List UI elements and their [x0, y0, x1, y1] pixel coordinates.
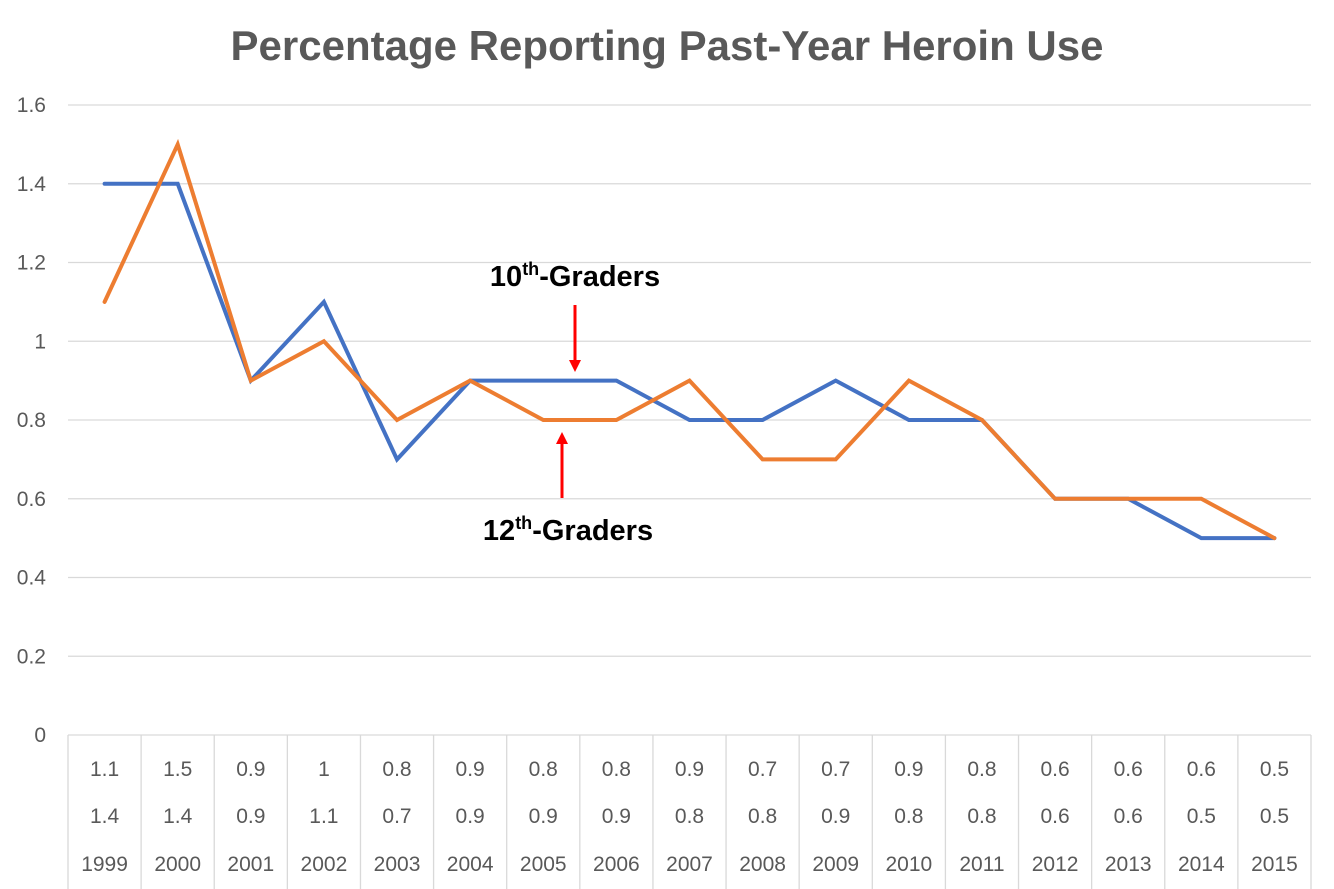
y-tick-label: 0.2: [17, 645, 46, 668]
annotations: 10th-Graders 12th-Graders: [483, 259, 660, 547]
table-cell-blue: 0.9: [456, 805, 485, 828]
x-category-label: 2001: [227, 853, 274, 876]
y-tick-label: 0.4: [17, 567, 47, 590]
table-cell-blue: 0.8: [967, 805, 996, 828]
series-line-orange: [102, 138, 1277, 541]
series-line-blue: [102, 181, 1277, 541]
table-cell-orange: 0.9: [236, 758, 265, 781]
x-category-label: 2006: [593, 853, 640, 876]
annotation-arrowhead-tenth: [569, 360, 581, 372]
y-tick-label: 0: [34, 724, 46, 747]
x-category-label: 2010: [885, 853, 932, 876]
table-cell-orange: 1.1: [90, 758, 119, 781]
x-category-label: 1999: [81, 853, 128, 876]
table-cell-orange: 0.5: [1260, 758, 1289, 781]
table-cell-blue: 1.1: [309, 805, 338, 828]
x-category-label: 2000: [154, 853, 201, 876]
table-cell-blue: 0.8: [748, 805, 777, 828]
table-cell-orange: 0.7: [821, 758, 850, 781]
table-cell-orange: 0.6: [1187, 758, 1216, 781]
data-table: 1.1 1.5 0.9 1 0.8 0.9 0.8 0.8 0.9 0.7 0.7 0.9 0.8 0.6…: [67, 734, 1312, 889]
y-axis-ticks: 0 0.2 0.4 0.6 0.8 1 1.2 1.4 1.6: [17, 94, 47, 747]
table-cell-orange: 1.5: [163, 758, 192, 781]
table-cell-orange: 0.9: [675, 758, 704, 781]
table-cell-orange: 0.8: [602, 758, 631, 781]
annotation-arrowhead-twelfth: [556, 432, 568, 444]
table-cell-orange: 0.9: [894, 758, 923, 781]
table-cell-blue: 1.4: [163, 805, 193, 828]
x-category-label: 2002: [301, 853, 348, 876]
x-category-label: 2012: [1032, 853, 1079, 876]
y-tick-label: 1.4: [17, 173, 47, 196]
x-category-label: 2015: [1251, 853, 1298, 876]
table-cell-blue: 0.5: [1187, 805, 1216, 828]
table-cell-blue: 0.5: [1260, 805, 1289, 828]
annotation-tenth: 10th-Graders: [490, 259, 660, 293]
table-cell-blue: 0.7: [382, 805, 411, 828]
table-cell-blue: 0.9: [821, 805, 850, 828]
y-tick-label: 1: [34, 330, 46, 353]
y-tick-label: 0.8: [17, 409, 46, 432]
table-cell-blue: 1.4: [90, 805, 120, 828]
table-cell-orange: 0.7: [748, 758, 777, 781]
annotation-twelfth: 12th-Graders: [483, 513, 653, 547]
table-cell-orange: 1: [318, 758, 330, 781]
table-cell-orange: 0.9: [456, 758, 485, 781]
gridlines: [68, 104, 1311, 657]
x-category-label: 2008: [739, 853, 786, 876]
table-cell-blue: 0.8: [675, 805, 704, 828]
table-cell-blue: 0.6: [1114, 805, 1143, 828]
table-cell-blue: 0.6: [1040, 805, 1069, 828]
x-category-label: 2003: [374, 853, 421, 876]
table-cell-blue: 0.9: [236, 805, 265, 828]
x-category-label: 2011: [959, 853, 1004, 876]
x-category-label: 2007: [666, 853, 713, 876]
table-cell-blue: 0.9: [602, 805, 631, 828]
table-cell-orange: 0.6: [1040, 758, 1069, 781]
x-category-label: 2005: [520, 853, 567, 876]
y-tick-label: 1.2: [17, 252, 46, 275]
x-category-label: 2009: [812, 853, 859, 876]
series-lines: [102, 138, 1277, 541]
table-cell-blue: 0.8: [894, 805, 923, 828]
table-cell-orange: 0.8: [382, 758, 411, 781]
x-category-label: 2013: [1105, 853, 1152, 876]
chart-title: Percentage Reporting Past-Year Heroin Us…: [230, 22, 1104, 69]
y-tick-label: 0.6: [17, 488, 46, 511]
table-cell-orange: 0.6: [1114, 758, 1143, 781]
table-cell-blue: 0.9: [529, 805, 558, 828]
x-category-label: 2004: [447, 853, 494, 876]
y-tick-label: 1.6: [17, 94, 46, 117]
table-cell-orange: 0.8: [529, 758, 558, 781]
x-category-label: 2014: [1178, 853, 1225, 876]
table-cell-orange: 0.8: [967, 758, 996, 781]
